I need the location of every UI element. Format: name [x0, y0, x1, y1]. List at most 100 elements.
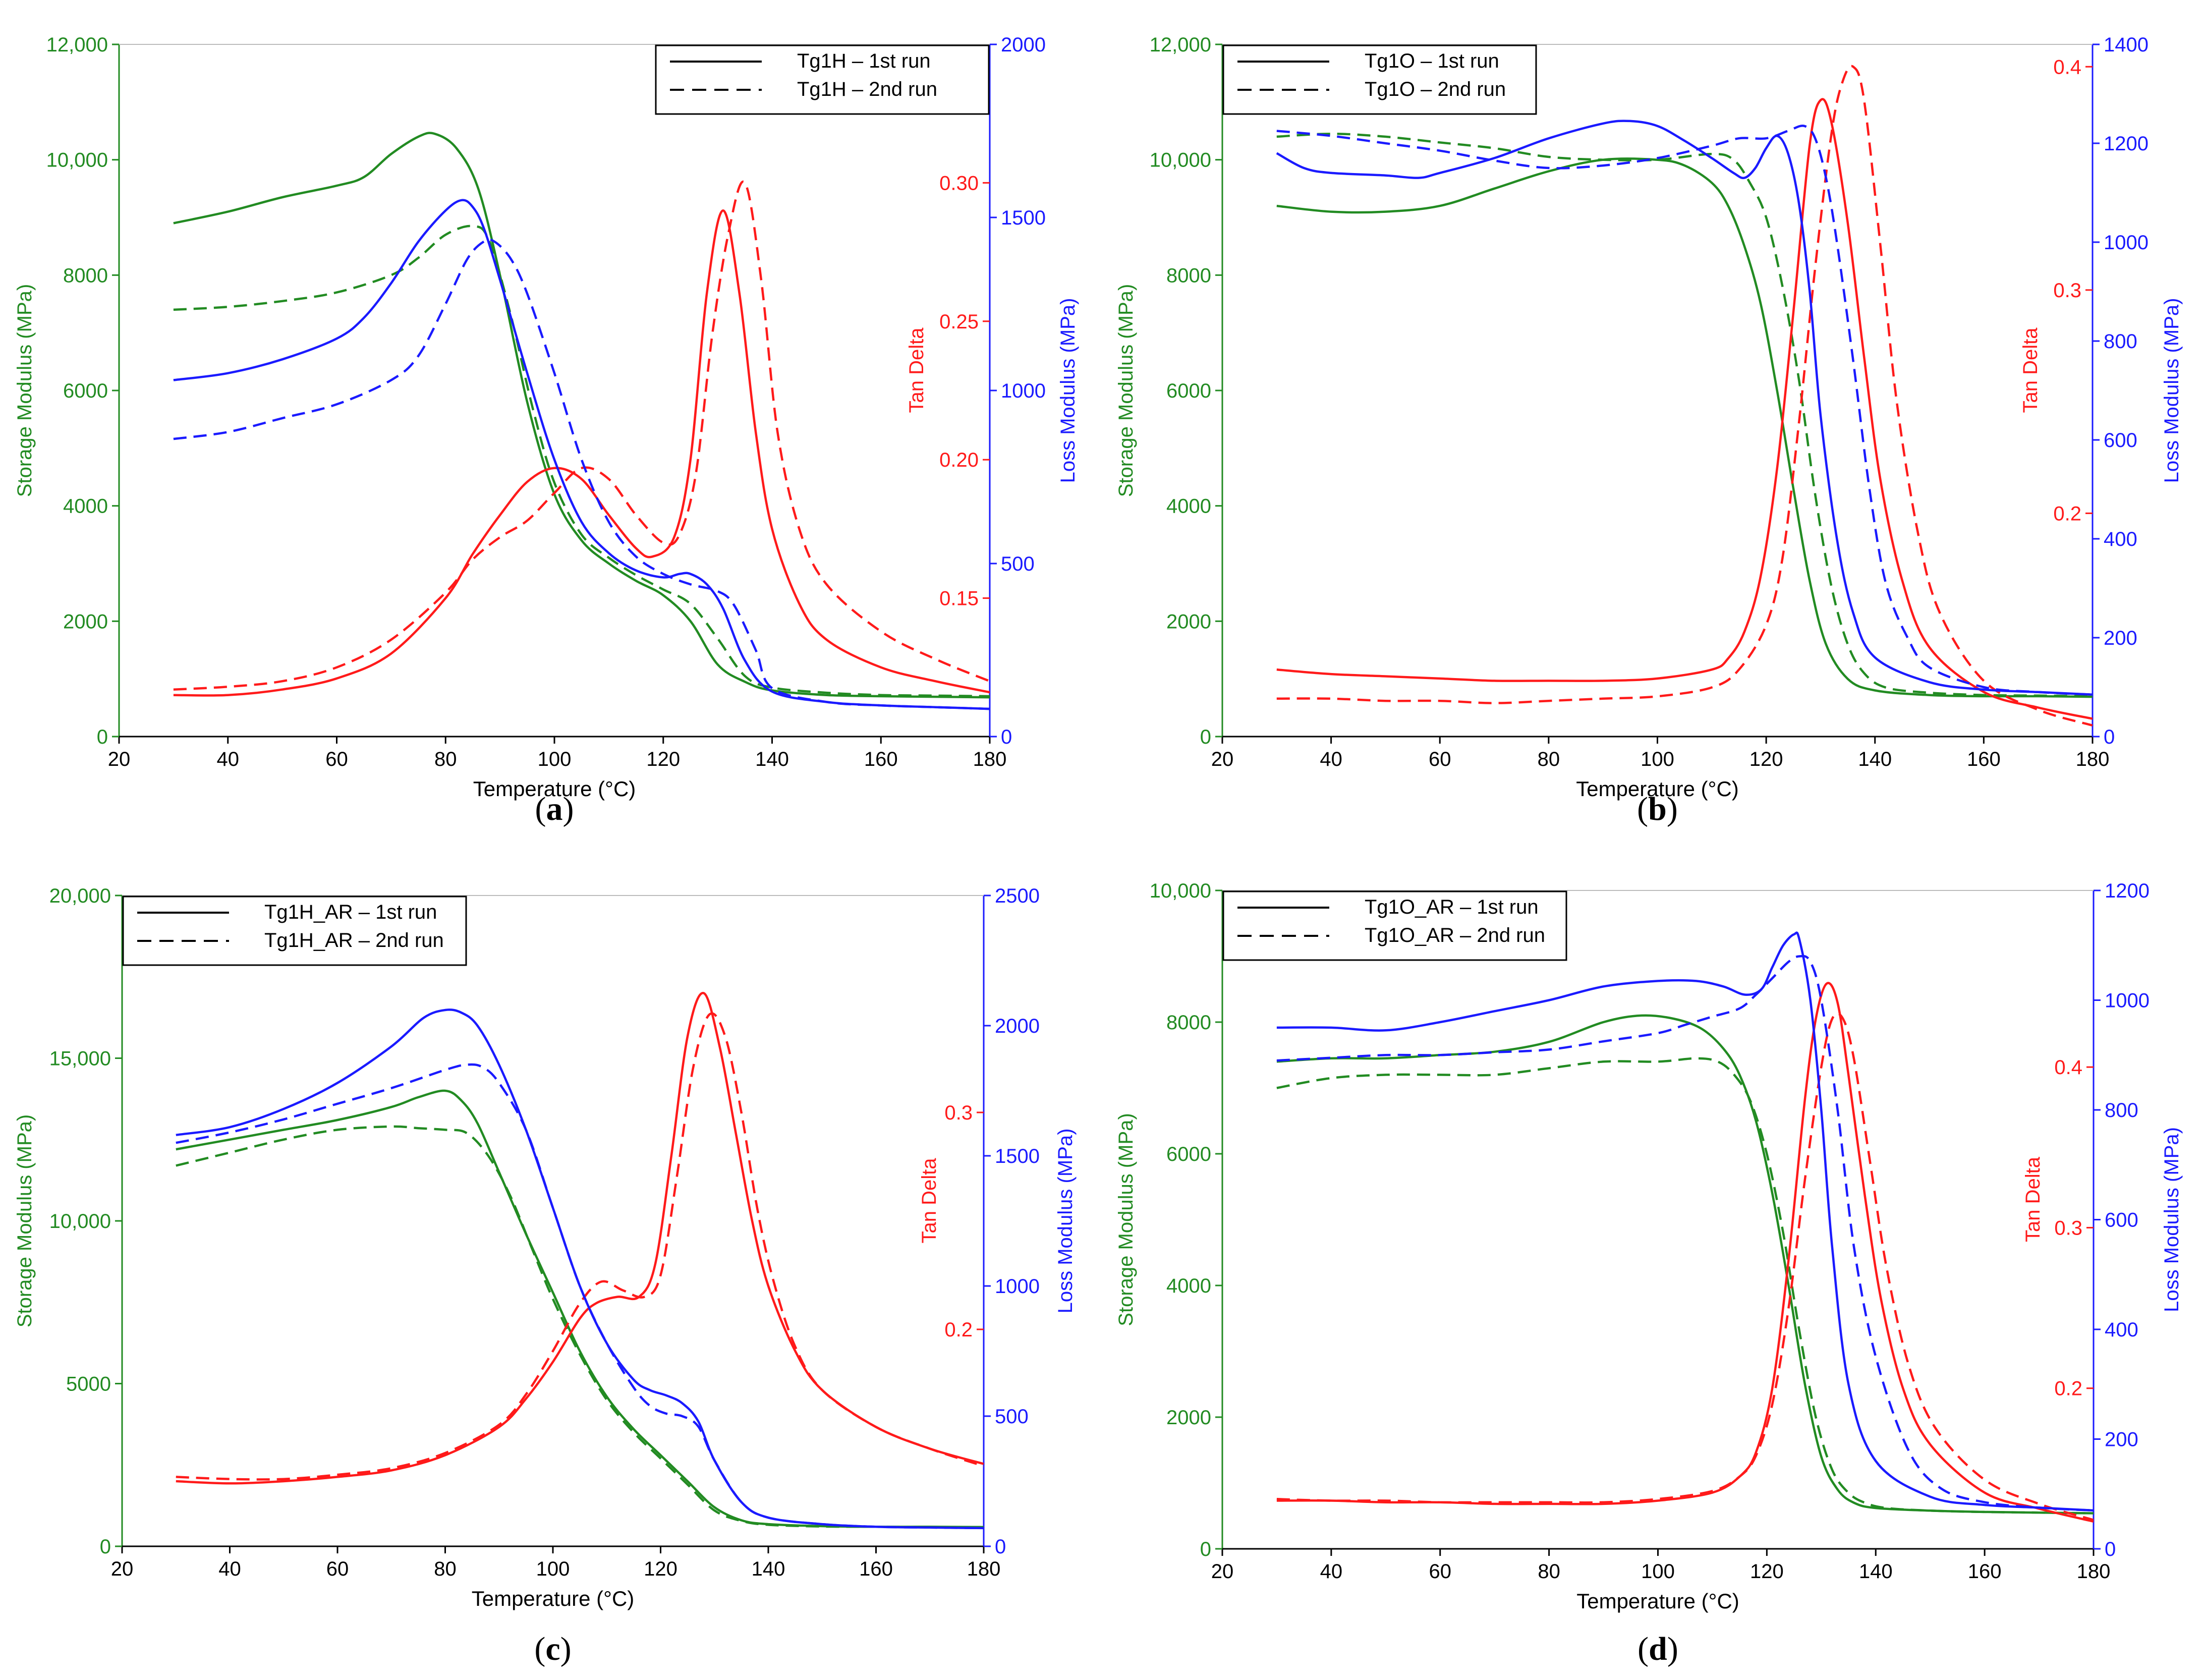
tan-tick-label: 0.2 [2053, 502, 2081, 525]
left-axis-label: Storage Modulus (MPa) [14, 1114, 36, 1327]
legend: Tg1H_AR – 1st run Tg1H_AR – 2nd run [122, 895, 467, 966]
x-tick-label: 60 [1429, 1560, 1452, 1583]
tan-tick-label: 0.25 [939, 311, 979, 333]
legend: Tg1H – 1st run Tg1H – 2nd run [655, 44, 990, 115]
right-tick-label: 1000 [1001, 380, 1046, 402]
right-tick-label: 1000 [2105, 990, 2150, 1012]
right-tick-label: 400 [2104, 528, 2137, 550]
series-line-storage-2nd-run [1276, 132, 2093, 698]
tan-tick-label: 0.4 [2054, 1056, 2082, 1079]
right-axis-label: Loss Modulus (MPa) [1057, 298, 1079, 483]
series-line-loss-1st-run [176, 1009, 984, 1530]
tan-tick-label: 0.3 [944, 1102, 973, 1124]
right-tick-label: 600 [2104, 429, 2137, 452]
tan-tick-label: 0.4 [2053, 56, 2081, 78]
caption-letter: b [1648, 791, 1667, 827]
legend-box [1222, 890, 1567, 961]
tan-tick-label: 0.20 [939, 449, 979, 471]
right-axis-label: Loss Modulus (MPa) [1054, 1129, 1077, 1314]
x-tick-label: 100 [1641, 748, 1674, 770]
x-tick-label: 80 [1538, 748, 1560, 770]
caption-close-paren: ) [1667, 1631, 1678, 1667]
right-tick-label: 800 [2104, 330, 2137, 353]
legend-label: Tg1H_AR – 1st run [264, 901, 437, 923]
caption-close-paren: ) [1667, 791, 1678, 827]
panel-caption: (b) [1637, 791, 1678, 827]
x-tick-label: 100 [1641, 1560, 1675, 1583]
x-tick-label: 120 [1749, 748, 1783, 770]
x-tick-label: 40 [217, 748, 240, 770]
tan-axis-label: Tan Delta [918, 1158, 940, 1244]
x-tick-label: 180 [2077, 1560, 2111, 1583]
chart-panel-b: 20 40 60 80 100 120 140 160 180 Temperature (°C) 0… [1101, 0, 2203, 840]
left-tick-label: 20,000 [49, 885, 111, 907]
legend-box [655, 44, 990, 115]
series-group [1276, 65, 2093, 727]
x-tick-label: 40 [1320, 748, 1342, 770]
legend-box [1222, 44, 1537, 115]
caption-letter: c [545, 1631, 560, 1667]
left-tick-label: 5000 [66, 1373, 111, 1395]
legend-label: Tg1H_AR – 2nd run [264, 929, 444, 951]
left-tick-label: 15,000 [49, 1048, 111, 1070]
chart-svg-d: 20 40 60 80 100 120 140 160 180 Temperature (°C) 0… [1115, 880, 2183, 1667]
series-line-loss-1st-run [173, 199, 990, 710]
caption-open-paren: ( [535, 791, 546, 827]
left-tick-label: 10,000 [1150, 149, 1211, 172]
x-tick-label: 20 [111, 1558, 134, 1580]
legend-label: Tg1O_AR – 1st run [1365, 896, 1539, 918]
legend-label: Tg1H – 2nd run [797, 78, 937, 100]
chart-svg-c: 20 40 60 80 100 120 140 160 180 Temperature (°C) 0… [14, 885, 1077, 1667]
left-tick-label: 10,000 [46, 149, 108, 172]
x-tick-label: 160 [864, 748, 898, 770]
left-tick-label: 0 [97, 726, 108, 748]
caption-open-paren: ( [1637, 791, 1648, 827]
x-tick-label: 120 [644, 1558, 677, 1580]
series-line-storage-1st-run [1276, 157, 2093, 698]
tan-tick-label: 0.15 [939, 588, 979, 610]
x-tick-label: 100 [536, 1558, 570, 1580]
caption-open-paren: ( [1637, 1631, 1649, 1667]
series-line-loss-1st-run [1276, 931, 2094, 1512]
left-axis-label: Storage Modulus (MPa) [14, 284, 36, 497]
panel-caption: (a) [535, 791, 574, 827]
caption-letter: a [546, 791, 563, 827]
right-tick-label: 1000 [995, 1275, 1040, 1298]
right-tick-label: 400 [2105, 1319, 2138, 1341]
series-line-tan-2nd-run [173, 180, 990, 691]
x-axis-label: Temperature (°C) [473, 777, 636, 801]
left-tick-label: 6000 [1166, 1143, 1211, 1165]
right-tick-label: 1500 [1001, 207, 1046, 229]
legend-label: Tg1H – 1st run [797, 50, 931, 72]
right-tick-label: 200 [2104, 627, 2137, 649]
x-tick-label: 100 [538, 748, 572, 770]
x-tick-label: 140 [1859, 1560, 1893, 1583]
legend: Tg1O_AR – 1st run Tg1O_AR – 2nd run [1222, 890, 1567, 961]
left-tick-label: 4000 [1166, 495, 1211, 518]
x-tick-label: 80 [434, 1558, 457, 1580]
chart-panel-c: 20 40 60 80 100 120 140 160 180 Temperature (°C) 0… [0, 840, 1101, 1680]
tan-axis-label: Tan Delta [906, 327, 928, 413]
tan-tick-label: 0.3 [2053, 279, 2081, 302]
right-axis-label: Loss Modulus (MPa) [2161, 1127, 2183, 1312]
right-tick-label: 0 [2105, 1538, 2116, 1560]
series-line-storage-2nd-run [1276, 1057, 2094, 1515]
series-line-storage-2nd-run [173, 225, 990, 698]
x-tick-label: 60 [1429, 748, 1451, 770]
series-group [173, 132, 990, 710]
tan-axis-label: Tan Delta [2019, 327, 2042, 413]
left-tick-label: 6000 [63, 380, 108, 402]
x-tick-label: 20 [1211, 748, 1234, 770]
x-tick-label: 140 [755, 748, 789, 770]
series-line-tan-1st-run [1276, 982, 2094, 1523]
right-axis-label: Loss Modulus (MPa) [2161, 298, 2183, 483]
series-line-storage-1st-run [1276, 1014, 2094, 1515]
left-tick-label: 10,000 [49, 1210, 111, 1233]
legend: Tg1O – 1st run Tg1O – 2nd run [1222, 44, 1537, 115]
right-tick-label: 0 [2104, 726, 2115, 748]
left-tick-label: 12,000 [46, 34, 108, 56]
caption-close-paren: ) [560, 1631, 572, 1667]
right-tick-label: 0 [995, 1536, 1006, 1558]
right-tick-label: 0 [1001, 726, 1012, 748]
